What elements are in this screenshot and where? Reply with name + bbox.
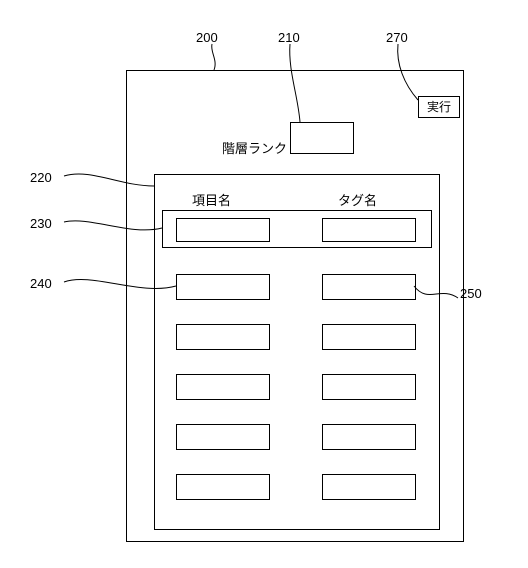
rank-input-box[interactable] (290, 122, 354, 154)
item-name-cell[interactable] (176, 374, 270, 400)
item-name-cell[interactable] (176, 474, 270, 500)
tag-name-cell[interactable] (322, 274, 416, 300)
callout-250: 250 (460, 286, 482, 301)
callout-210: 210 (278, 30, 300, 45)
callout-270: 270 (386, 30, 408, 45)
tag-name-cell[interactable] (322, 374, 416, 400)
callout-240: 240 (30, 276, 52, 291)
tag-name-cell[interactable] (322, 218, 416, 242)
column-header-item: 項目名 (192, 190, 231, 209)
item-name-cell[interactable] (176, 324, 270, 350)
rank-label: 階層ランク (222, 138, 287, 157)
item-name-cell[interactable] (176, 218, 270, 242)
diagram-canvas: 実行 階層ランク 項目名 タグ名 200 210 270 220 230 240… (0, 0, 528, 568)
callout-230: 230 (30, 216, 52, 231)
callout-220: 220 (30, 170, 52, 185)
tag-name-cell[interactable] (322, 424, 416, 450)
exec-button[interactable]: 実行 (418, 96, 460, 118)
tag-name-cell[interactable] (322, 474, 416, 500)
callout-200: 200 (196, 30, 218, 45)
column-header-tag: タグ名 (338, 190, 377, 209)
item-name-cell[interactable] (176, 274, 270, 300)
item-name-cell[interactable] (176, 424, 270, 450)
exec-button-label: 実行 (427, 100, 451, 114)
tag-name-cell[interactable] (322, 324, 416, 350)
